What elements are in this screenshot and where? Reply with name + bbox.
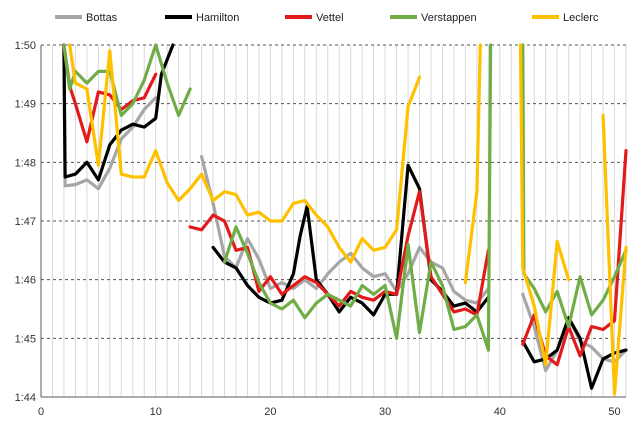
legend-label-leclerc: Leclerc — [563, 12, 599, 24]
series-line-bottas — [200, 154, 490, 305]
series-line-vettel — [188, 190, 490, 317]
legend-label-bottas: Bottas — [86, 12, 118, 24]
y-tick-label: 1:47 — [15, 216, 36, 228]
axis-layer: 1:44 1:45 1:46 1:47 1:48 1:49 1:50 0 10 20 30 40 50 — [15, 40, 626, 418]
series-line-hamilton — [62, 43, 175, 182]
x-tick-label: 40 — [494, 406, 506, 418]
y-tick-label: 1:44 — [15, 392, 36, 404]
series-line-leclerc — [463, 43, 482, 285]
series-verstappen — [62, 43, 628, 352]
x-tick-label: 10 — [150, 406, 162, 418]
x-tick-label: 50 — [608, 406, 620, 418]
series-line-bottas — [62, 43, 158, 191]
series-bottas — [62, 43, 628, 373]
x-tick-label: 20 — [264, 406, 276, 418]
y-tick-label: 1:50 — [15, 40, 36, 52]
x-tick-label: 0 — [38, 406, 44, 418]
series-line-leclerc — [518, 43, 571, 367]
legend-label-vettel: Vettel — [316, 12, 344, 24]
series-vettel — [62, 43, 628, 367]
series-layer — [62, 43, 628, 396]
y-tick-label: 1:48 — [15, 157, 36, 169]
series-line-hamilton — [521, 316, 628, 390]
legend-label-verstappen: Verstappen — [421, 12, 477, 24]
legend: Bottas Hamilton Vettel Verstappen Leclerc — [55, 12, 599, 24]
series-line-verstappen — [62, 43, 192, 117]
y-tick-label: 1:45 — [15, 333, 36, 345]
x-tick-label: 30 — [379, 406, 391, 418]
series-line-verstappen — [521, 43, 628, 329]
y-tick-label: 1:49 — [15, 99, 36, 111]
series-line-leclerc — [601, 113, 628, 396]
series-line-leclerc — [68, 43, 422, 264]
legend-label-hamilton: Hamilton — [196, 12, 239, 24]
series-line-verstappen — [222, 43, 493, 352]
y-tick-label: 1:46 — [15, 275, 36, 287]
series-leclerc — [68, 43, 628, 396]
